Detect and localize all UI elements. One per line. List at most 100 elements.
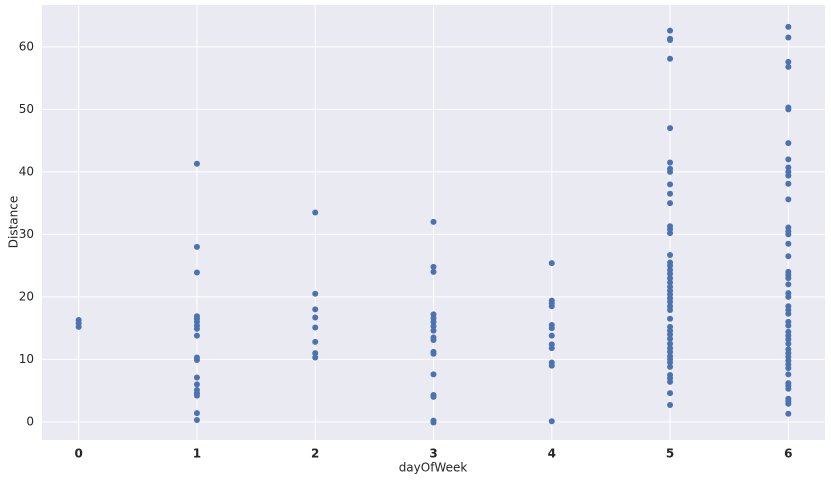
x-tick-label: 1 — [193, 447, 201, 461]
x-tick-label: 6 — [784, 447, 792, 461]
point — [193, 325, 200, 332]
point — [548, 362, 555, 369]
point — [193, 392, 200, 399]
point — [667, 200, 674, 207]
x-axis-label: dayOfWeek — [399, 461, 468, 475]
x-tick-label: 4 — [548, 447, 556, 461]
point — [75, 323, 82, 330]
point — [667, 307, 674, 313]
point — [193, 374, 200, 381]
point — [430, 371, 437, 378]
point — [430, 393, 437, 400]
point — [667, 168, 674, 175]
point — [667, 359, 674, 366]
point — [785, 365, 792, 372]
point — [430, 318, 437, 325]
point — [548, 260, 555, 267]
point — [312, 354, 319, 361]
y-tick-label: 10 — [19, 352, 34, 366]
point — [785, 371, 792, 378]
y-tick-label: 30 — [19, 227, 34, 241]
point — [667, 335, 674, 342]
point — [430, 350, 437, 357]
point — [785, 340, 792, 347]
point — [430, 268, 437, 275]
point — [312, 306, 319, 313]
point — [667, 340, 674, 347]
point — [548, 325, 555, 332]
point — [785, 23, 792, 30]
point — [667, 363, 674, 370]
point — [667, 402, 674, 408]
y-tick-label: 0 — [26, 414, 34, 428]
point — [667, 262, 674, 269]
point — [785, 281, 792, 288]
point — [312, 338, 319, 345]
point — [785, 336, 792, 343]
point — [430, 263, 437, 270]
x-tick-label: 2 — [311, 447, 319, 461]
x-tick-label: 0 — [74, 447, 82, 461]
point — [548, 332, 555, 339]
point — [193, 269, 200, 276]
point — [667, 37, 674, 43]
point — [312, 314, 319, 321]
point — [785, 275, 792, 282]
y-tick-label: 50 — [19, 102, 34, 116]
point — [312, 350, 319, 357]
point — [785, 385, 792, 392]
point — [785, 58, 792, 65]
point — [430, 327, 437, 334]
point — [193, 417, 200, 423]
point — [785, 164, 792, 171]
point — [667, 275, 674, 282]
x-tick-label: 5 — [666, 447, 674, 461]
point — [430, 337, 437, 343]
point — [667, 315, 674, 322]
y-tick-label: 40 — [19, 164, 34, 178]
point — [193, 160, 200, 167]
point — [193, 357, 200, 363]
point — [430, 218, 437, 225]
point — [785, 106, 792, 113]
y-axis-label: Distance — [7, 196, 21, 248]
point — [785, 34, 792, 41]
y-tick-label: 60 — [19, 39, 34, 53]
point — [785, 196, 792, 203]
point — [785, 410, 792, 417]
point — [430, 419, 437, 426]
point — [193, 243, 200, 250]
point — [312, 290, 319, 297]
point — [667, 378, 674, 385]
point — [312, 324, 319, 331]
point — [785, 231, 792, 238]
point — [785, 180, 792, 187]
y-tick-label: 20 — [19, 289, 34, 303]
point — [785, 140, 792, 147]
point — [193, 381, 200, 388]
point — [667, 159, 674, 166]
point — [667, 331, 674, 338]
point — [193, 332, 200, 339]
point — [785, 253, 792, 260]
point — [667, 230, 674, 237]
point — [548, 418, 555, 425]
point — [667, 348, 674, 355]
point — [785, 293, 792, 300]
point — [667, 55, 674, 62]
point — [785, 240, 792, 247]
point — [667, 279, 674, 286]
point — [785, 156, 792, 163]
point — [548, 345, 555, 352]
point — [785, 63, 792, 70]
point — [667, 27, 674, 34]
point — [785, 310, 792, 317]
point — [667, 125, 674, 132]
point — [193, 410, 200, 417]
point — [312, 209, 319, 216]
point — [667, 390, 674, 397]
point — [667, 270, 674, 277]
point — [667, 252, 674, 258]
point — [667, 190, 674, 197]
